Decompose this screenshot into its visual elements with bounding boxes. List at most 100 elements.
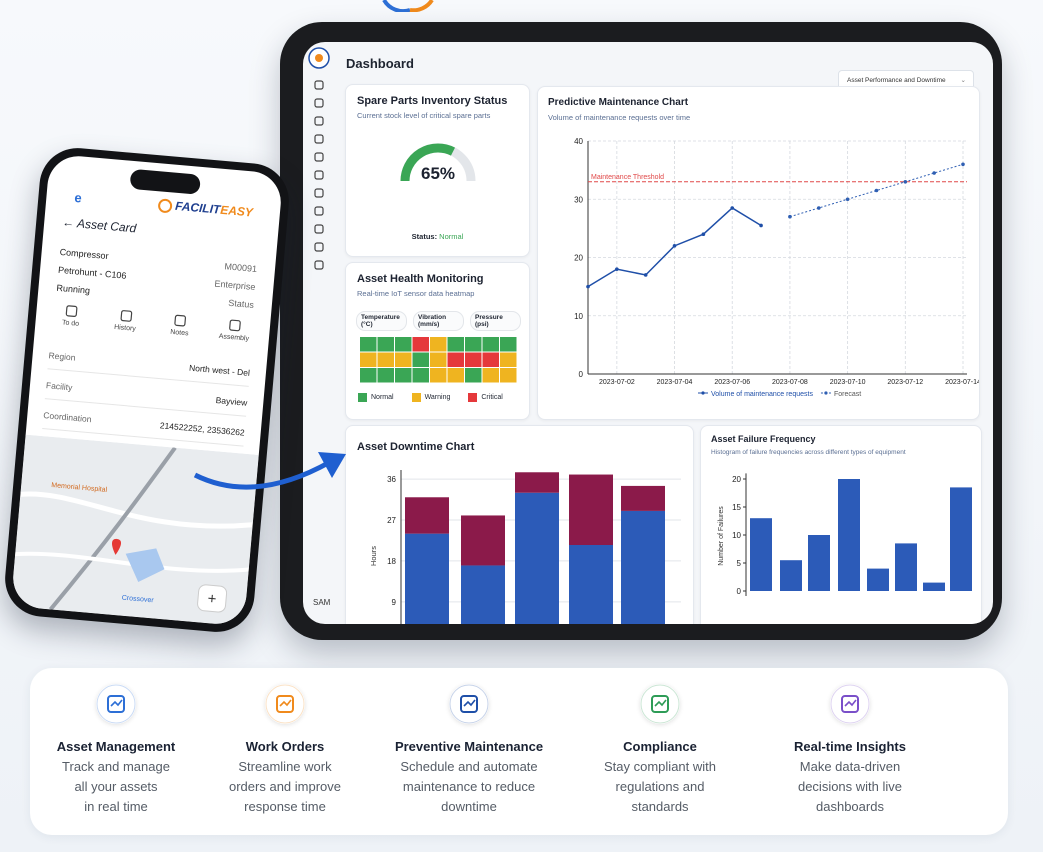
feature-icon-glyph [844,699,857,707]
sidebar-icon [314,260,324,270]
heatmap-cell [482,337,499,352]
bar [780,560,802,591]
feature-icon-graphic [830,684,870,724]
heatmap-cell [377,337,394,352]
phone-screen: e FACILITEASY ← Asset Card To do History N… [10,153,284,627]
map-water [125,548,165,582]
data-point [643,273,648,277]
feature-icon-glyph [460,695,478,713]
sidebar-icon [314,134,324,144]
predictive-card: Predictive Maintenance Chart Volume of m… [537,86,980,420]
y-tick-label: 40 [574,137,583,146]
feature-line: downtime [441,799,497,814]
arrow-head [318,452,346,478]
summary-left: Running [56,282,91,296]
bar-segment [405,497,449,534]
tab[interactable]: To do [47,302,95,329]
summary-right: M00091 [224,261,258,275]
sidebar-icon [314,80,324,90]
bar [750,518,772,591]
x-tick-label: 2023-07-02 [599,379,635,386]
feature: Asset Management Track and manage all your… [21,668,211,817]
legend-dot [824,391,828,395]
brand-part: EASY [219,202,254,220]
summary-left: Compressor [59,246,109,262]
legend-swatch [358,393,367,402]
card-title: Spare Parts Inventory Status [357,95,508,107]
feature-line: Track and manage [62,759,170,774]
legend-swatch [411,393,421,402]
x-tick-label: 2023-07-14 [945,379,979,386]
map-pin [112,538,122,555]
tab-label: Assembly [218,333,250,343]
data-point [586,284,590,289]
heatmap-legend: Normal Warning Critical [358,393,503,402]
sidebar-footer: SAM [313,598,331,607]
heatmap-cell [395,337,412,352]
data-point [701,232,706,236]
tab-icon-shape [120,310,132,322]
heatmap-cell [377,368,394,383]
y-tick-label: 36 [387,475,396,484]
tab[interactable]: History [102,307,150,334]
phone-frame: e FACILITEASY ← Asset Card To do History N… [1,144,293,636]
tab-icon-shape [229,319,241,332]
y-tick-label: 27 [387,516,396,525]
detail-label: Coordination [42,410,92,425]
phone-title: ← Asset Card [61,215,137,236]
detail-value: North west - Del [188,362,251,378]
feature-title: Preventive Maintenance [394,739,544,754]
card-subtitle: Real-time IoT sensor data heatmap [357,289,475,298]
tab-icon [229,319,241,332]
logo-arc [382,0,411,12]
y-tick-label: 9 [392,598,397,607]
chart-title: Asset Downtime Chart [357,441,475,453]
heatmap-cell [500,352,517,367]
feature-icon-ring [265,684,305,724]
feature-title: Real-time Insights [794,739,906,754]
tab-icon-shape [174,314,187,327]
y-tick-label: 10 [732,531,741,540]
x-tick-label: 2023-07-10 [830,379,866,386]
status-value: Normal [439,232,464,241]
heatmap-cell [412,337,429,352]
y-tick-label: 5 [737,559,742,568]
x-tick-label: 2023-07-06 [714,379,750,386]
feature-line: orders and improve [229,779,341,794]
chart-title: Predictive Maintenance Chart [548,97,689,108]
feature-line: regulations and [615,779,705,794]
fab[interactable] [197,584,228,613]
heatmap-cell [360,337,377,352]
map-road [20,491,253,529]
heatmap-cell [447,337,464,352]
feature: Real-time Insights Make data-driven decisi… [755,668,945,817]
sidebar-icon [314,188,324,198]
data-point [615,267,619,271]
feature-icon-glyph [107,695,125,713]
heatmap [360,337,517,383]
sidebar-icon [314,116,324,126]
heatmap-cell [395,368,412,383]
feature: Work Orders Streamline work orders and imp… [190,668,380,817]
heatmap-cell [447,368,464,383]
feature-icon-glyph [651,695,669,713]
y-tick-label: 10 [574,312,583,321]
legend-label: Forecast [834,391,861,398]
tab[interactable]: Assembly [211,316,259,343]
data-point [932,171,936,175]
bar-segment [621,485,665,511]
map-road [15,551,249,573]
sidebar-icon [314,206,324,216]
feature-line: Stay compliant with [604,759,716,774]
chart-title: Asset Failure Frequency [711,434,816,444]
tab[interactable]: Notes [156,312,204,339]
map: Memorial Hospital Crossover + [10,434,259,627]
heatmap-cell [465,337,482,352]
detail-row: Region North west - Del [47,350,251,387]
threshold-label: Maintenance Threshold [591,174,664,181]
feature-icon-glyph [654,699,667,707]
feature: Preventive Maintenance Schedule and autom… [374,668,564,817]
sidebar-icon [314,170,324,180]
feature-icon-glyph [110,699,123,707]
